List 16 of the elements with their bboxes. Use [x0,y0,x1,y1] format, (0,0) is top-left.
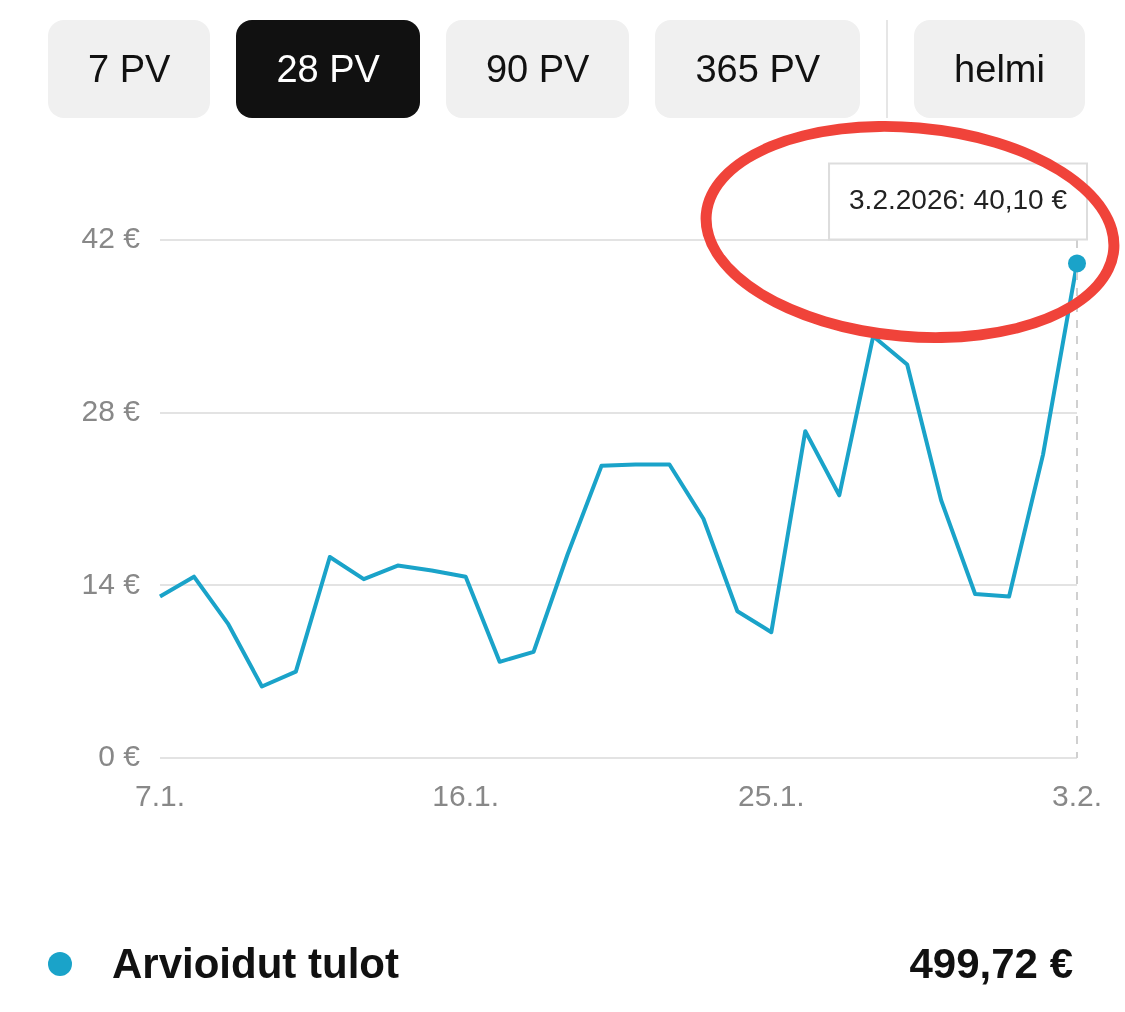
x-tick-label: 25.1. [737,779,805,813]
y-tick-label: 14 € [81,566,141,600]
x-tick-label: 3.2. [1051,779,1103,813]
text: helmi [914,20,1085,118]
y-tick-label: 0 € [98,739,141,773]
text: 365 PV [655,20,861,118]
annotation: 3.2.2026: 40,10 € [849,184,1068,216]
y-tick-label: 28 € [81,393,141,427]
y-tick-label: 42 € [81,221,141,255]
text: 28 PV [236,20,420,118]
text: 90 PV [445,20,630,118]
text: 7 PV [48,20,211,118]
legend-label: Arvioidut tulot [112,940,399,988]
text: 499,72 € [909,940,1073,988]
x-tick-label: 7.1. [134,779,186,813]
x-tick-label: 16.1. [432,779,500,813]
